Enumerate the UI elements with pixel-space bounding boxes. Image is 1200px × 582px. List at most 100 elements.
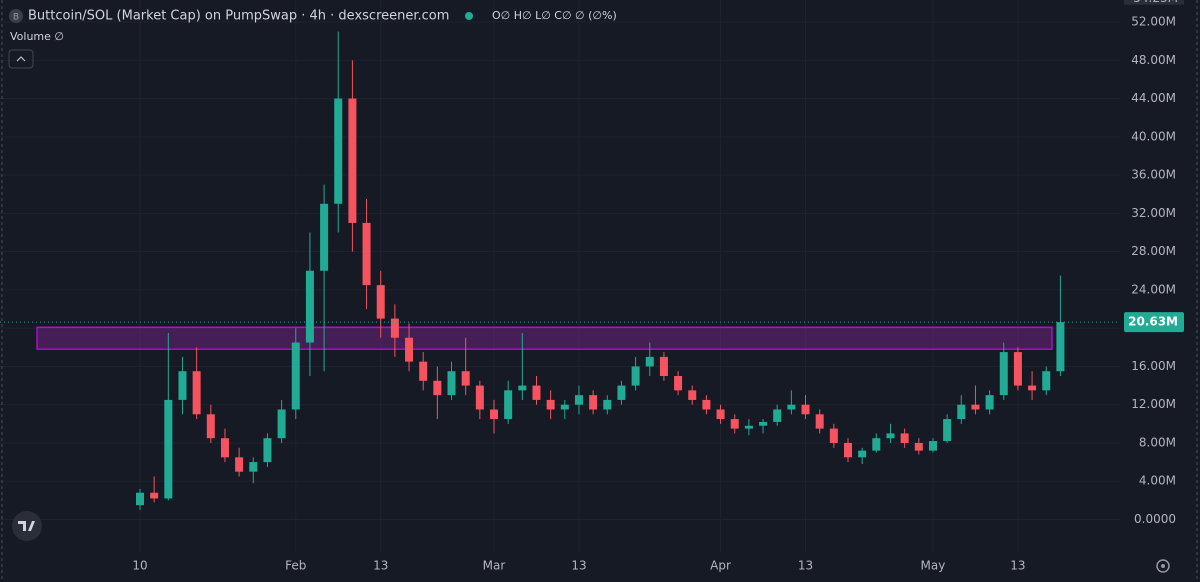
candle-body bbox=[447, 371, 456, 396]
candle-body bbox=[220, 438, 229, 458]
y-tick-label: 24.00M bbox=[1131, 282, 1176, 296]
status-dot bbox=[465, 12, 473, 20]
candle-body bbox=[617, 385, 626, 400]
candle-body bbox=[645, 356, 654, 367]
plot-area bbox=[0, 0, 1120, 553]
y-tick-label: 40.00M bbox=[1131, 129, 1176, 143]
price-zone bbox=[36, 326, 1053, 350]
candle-body bbox=[419, 361, 428, 381]
candle-body bbox=[405, 337, 414, 362]
candle-body bbox=[858, 450, 867, 458]
y-tick-label: 8.00M bbox=[1139, 435, 1176, 449]
candle-body bbox=[957, 404, 966, 420]
candle-body bbox=[1013, 352, 1022, 386]
collapse-button[interactable] bbox=[8, 49, 34, 69]
candle-body bbox=[504, 390, 513, 420]
candle-body bbox=[744, 425, 753, 429]
candle-body bbox=[334, 98, 343, 204]
settings-icon-center bbox=[1161, 564, 1165, 568]
last-price-box bbox=[1124, 312, 1184, 333]
logo-mark bbox=[18, 521, 35, 531]
x-tick-label: 13 bbox=[1010, 559, 1025, 573]
candle-body bbox=[178, 371, 187, 400]
candle-body bbox=[815, 414, 824, 429]
volume-label: Volume ∅ bbox=[10, 30, 64, 43]
candle-body bbox=[928, 441, 937, 451]
candle-body bbox=[305, 270, 314, 343]
candle-body bbox=[659, 356, 668, 377]
candle-body bbox=[716, 409, 725, 420]
candle-body bbox=[574, 395, 583, 405]
candle-body bbox=[461, 371, 470, 386]
candle-body bbox=[150, 492, 159, 499]
candle-body bbox=[773, 409, 782, 422]
settings-icon[interactable] bbox=[1156, 559, 1170, 573]
y-tick-label: 16.00M bbox=[1131, 359, 1176, 373]
candle-body bbox=[277, 409, 286, 439]
candle-body bbox=[900, 433, 909, 443]
candle-body bbox=[320, 203, 329, 271]
top-label: 54.23M bbox=[1133, 0, 1178, 5]
candle-body bbox=[759, 421, 768, 426]
candle-body bbox=[886, 433, 895, 439]
candle-body bbox=[603, 399, 612, 410]
y-tick-label: 0.0000 bbox=[1134, 512, 1176, 526]
y-tick-label: 48.00M bbox=[1131, 53, 1176, 67]
candle-body bbox=[631, 366, 640, 386]
last-price-label: 20.63M bbox=[1128, 315, 1178, 329]
candle-body bbox=[560, 404, 569, 410]
candle-body bbox=[801, 404, 810, 415]
x-tick-label: May bbox=[921, 559, 946, 573]
candle-body bbox=[730, 419, 739, 429]
x-tick-label: Feb bbox=[285, 559, 306, 573]
ohlc-legend: O∅ H∅ L∅ C∅ ∅ (∅%) bbox=[492, 9, 617, 22]
candle-body bbox=[589, 395, 598, 410]
candle-body bbox=[787, 404, 796, 410]
candle-body bbox=[1042, 371, 1051, 391]
candle-body bbox=[1028, 385, 1037, 391]
candle-body bbox=[475, 385, 484, 410]
candle-body bbox=[490, 409, 498, 420]
candle-body bbox=[914, 442, 923, 451]
candle-body bbox=[872, 438, 881, 451]
candle-body bbox=[674, 376, 683, 391]
candle-body bbox=[348, 98, 357, 223]
candle-body bbox=[532, 385, 541, 400]
collapse-icon bbox=[16, 56, 26, 62]
symbol-icon bbox=[9, 9, 23, 23]
candle-body bbox=[136, 492, 144, 506]
y-tick-label: 4.00M bbox=[1139, 474, 1176, 488]
candle-body bbox=[702, 399, 711, 410]
candle-body bbox=[688, 390, 697, 400]
top-label-box bbox=[1124, 0, 1184, 5]
x-tick-label: 13 bbox=[571, 559, 586, 573]
y-tick-label: 32.00M bbox=[1131, 206, 1176, 220]
candle-body bbox=[235, 457, 244, 472]
candle-body bbox=[263, 438, 272, 463]
x-tick-label: Apr bbox=[710, 559, 731, 573]
candle-body bbox=[164, 399, 173, 499]
candle-body bbox=[518, 385, 527, 391]
logo[interactable] bbox=[12, 511, 42, 541]
candle-body bbox=[206, 414, 215, 439]
symbol-letter: B bbox=[13, 13, 19, 23]
chart-title: Buttcoin/SOL (Market Cap) on PumpSwap · … bbox=[28, 9, 449, 24]
candle-body bbox=[1056, 322, 1065, 372]
y-tick-label: 36.00M bbox=[1131, 168, 1176, 182]
x-tick-label: 13 bbox=[373, 559, 388, 573]
candle-body bbox=[844, 442, 852, 458]
candle-body bbox=[943, 419, 952, 442]
candle-body bbox=[971, 404, 980, 410]
candle-body bbox=[433, 380, 442, 396]
y-tick-label: 12.00M bbox=[1131, 397, 1176, 411]
y-tick-label: 44.00M bbox=[1131, 91, 1176, 105]
candle-body bbox=[376, 285, 385, 319]
candle-body bbox=[985, 395, 994, 410]
x-tick-label: 10 bbox=[132, 559, 147, 573]
candle-body bbox=[362, 222, 371, 286]
x-tick-label: Mar bbox=[483, 559, 506, 573]
x-tick-label: 13 bbox=[798, 559, 813, 573]
y-tick-label: 28.00M bbox=[1131, 244, 1176, 258]
